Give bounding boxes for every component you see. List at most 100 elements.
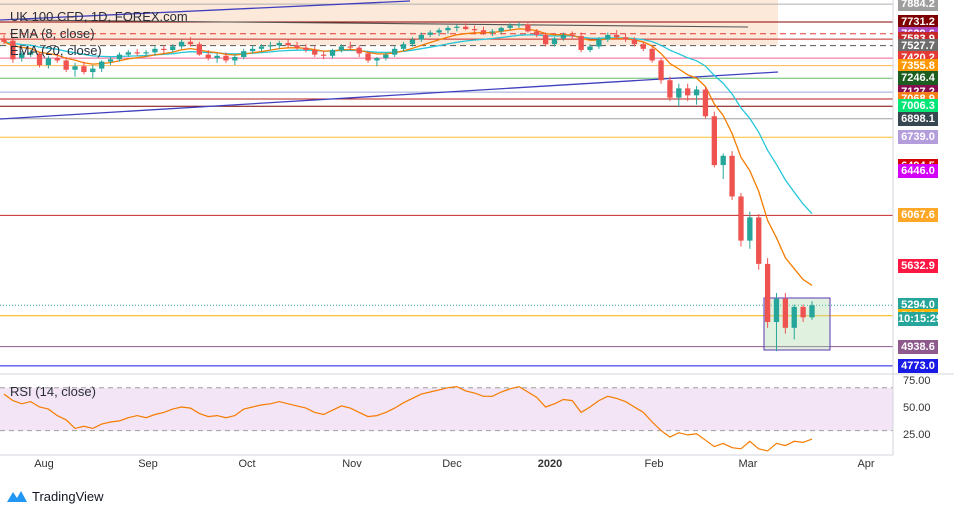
- rsi-band: [0, 387, 893, 431]
- time-axis-label: Oct: [238, 458, 256, 470]
- time-axis-label: Aug: [34, 458, 54, 470]
- candle-body: [249, 48, 256, 52]
- candle-body: [791, 306, 797, 328]
- candle-body: [107, 59, 114, 62]
- ema8-line: [3, 28, 813, 286]
- candle-body: [329, 49, 336, 56]
- rsi-legend[interactable]: RSI (14, close): [10, 384, 96, 399]
- candle-body: [445, 27, 451, 31]
- candle-body: [427, 32, 433, 35]
- channel-lower-line: [0, 71, 779, 120]
- price-axis-label: 5632.9: [898, 258, 938, 273]
- time-axis-label: 2020: [537, 458, 563, 470]
- symbol-legend[interactable]: UK 100 CFD, 1D, FOREX.com: [10, 9, 188, 24]
- candle-body: [693, 89, 700, 96]
- candle-body: [356, 47, 362, 54]
- candle-body: [10, 40, 16, 60]
- candle-body: [267, 45, 274, 47]
- price-axis-label: 4938.6: [898, 339, 938, 354]
- candle-body: [63, 60, 69, 70]
- price-axis-label: 7246.4: [898, 71, 938, 86]
- candle-body: [27, 52, 34, 55]
- candle-body: [196, 44, 203, 55]
- candle-body: [338, 46, 345, 50]
- candle-body: [800, 306, 806, 318]
- candle-body: [178, 41, 185, 47]
- footer-brand: TradingView: [32, 488, 104, 504]
- candle-body: [649, 48, 655, 61]
- rsi-tick-label: 25.00: [903, 428, 931, 441]
- price-axis-label: 7355.8: [898, 58, 938, 73]
- candle-body: [241, 51, 247, 57]
- candle-body: [747, 217, 753, 241]
- price-axis-label: 6739.0: [898, 130, 938, 145]
- candle-body: [658, 60, 664, 81]
- countdown-label: 10:15:29: [898, 312, 943, 327]
- candle-body: [702, 89, 709, 117]
- candle-body: [276, 43, 282, 46]
- candle-body: [383, 54, 389, 59]
- candle-body: [90, 68, 96, 73]
- candle-body: [223, 55, 229, 61]
- candle-body: [205, 54, 211, 59]
- supply-zone: [0, 0, 778, 46]
- candle-body: [569, 34, 575, 37]
- candle-body: [516, 24, 522, 26]
- candle-body: [152, 48, 158, 53]
- candle-body: [36, 53, 43, 66]
- candle-body: [454, 26, 460, 28]
- candle-body: [143, 52, 149, 54]
- candle-body: [613, 34, 620, 38]
- rsi-line: [3, 385, 813, 452]
- candle-body: [134, 52, 140, 54]
- candle-body: [622, 37, 629, 40]
- candle-body: [525, 24, 531, 32]
- tradingview-logo-icon: [7, 491, 27, 502]
- time-axis-label: Feb: [644, 458, 664, 470]
- demand-box: [763, 297, 831, 351]
- candle-body: [99, 61, 105, 69]
- candle-body: [463, 26, 469, 30]
- candle-body: [587, 46, 593, 50]
- candle-body: [605, 34, 611, 40]
- candle-body: [534, 31, 540, 35]
- price-axis-label: 7731.2: [898, 14, 938, 29]
- candle-body: [809, 305, 815, 318]
- candle-body: [551, 38, 558, 45]
- candle-body: [72, 66, 78, 70]
- time-axis-label: Apr: [857, 458, 875, 470]
- candle-body: [711, 116, 717, 166]
- candle-body: [285, 43, 291, 46]
- candle-body: [81, 66, 87, 73]
- candle-body: [764, 263, 771, 323]
- price-axis-label: 7884.2: [898, 0, 938, 12]
- candle-body: [258, 46, 265, 49]
- candle-body: [676, 88, 682, 98]
- price-axis-label: 7527.7: [898, 38, 938, 53]
- ema20-legend[interactable]: EMA (20, close): [10, 43, 102, 58]
- candle-body: [54, 58, 60, 61]
- ema8-legend[interactable]: EMA (8, close): [10, 26, 95, 41]
- candle-body: [560, 34, 567, 39]
- candle-body: [498, 27, 504, 32]
- tradingview-footer[interactable]: TradingView: [6, 487, 104, 505]
- candle-body: [418, 34, 424, 40]
- candle-body: [320, 54, 327, 56]
- candle-body: [720, 155, 726, 166]
- rsi-tick-label: 50.00: [903, 402, 931, 415]
- candle-body: [125, 52, 131, 55]
- candle-body: [578, 36, 584, 50]
- candle-body: [170, 46, 176, 50]
- candle-body: [436, 30, 442, 33]
- candle-body: [347, 46, 353, 48]
- price-axis-label: 4773.0: [898, 358, 938, 373]
- channel-upper-line: [0, 0, 411, 21]
- candle-body: [631, 39, 638, 45]
- candle-body: [756, 217, 762, 264]
- candle-body: [471, 29, 478, 31]
- candle-body: [685, 88, 691, 96]
- candle-body: [365, 53, 371, 61]
- price-axis-label: 6446.0: [898, 164, 938, 179]
